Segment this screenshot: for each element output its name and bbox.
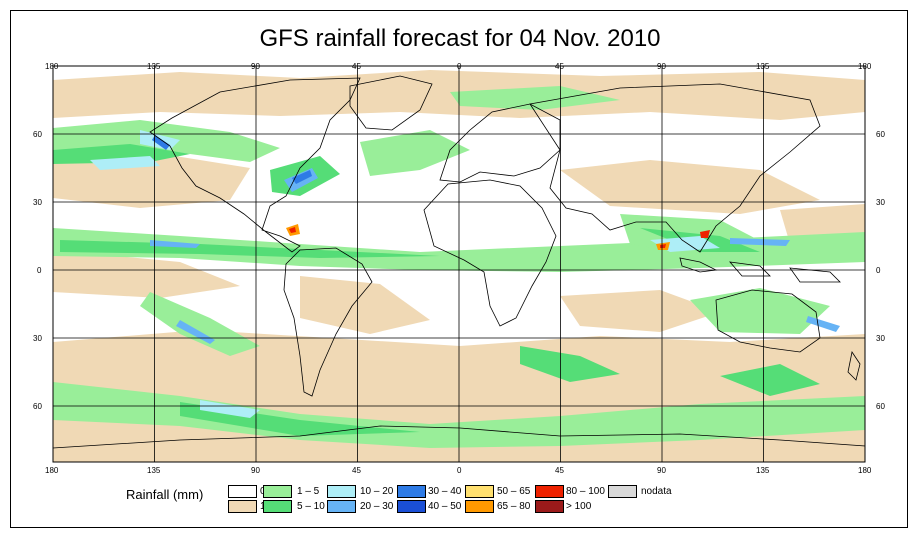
legend-swatch-1 bbox=[228, 500, 257, 513]
legend-label-12: nodata bbox=[641, 486, 672, 497]
lon-tick-bottom: 45 bbox=[352, 466, 361, 475]
legend-label-10: 80 – 100 bbox=[566, 486, 605, 497]
legend-label-6: 30 – 40 bbox=[428, 486, 462, 497]
lat-tick-left: 60 bbox=[33, 402, 42, 411]
legend-swatch-10 bbox=[535, 485, 564, 498]
lon-tick-bottom: 135 bbox=[147, 466, 161, 475]
lat-tick-right: 60 bbox=[876, 130, 885, 139]
lon-tick-top: 180 bbox=[45, 62, 59, 71]
legend-swatch-6 bbox=[397, 485, 426, 498]
lon-tick-bottom: 90 bbox=[251, 466, 260, 475]
figure-frame bbox=[10, 10, 908, 528]
legend-label-8: 50 – 65 bbox=[497, 486, 531, 497]
lat-tick-right: 30 bbox=[876, 198, 885, 207]
lon-tick-top: 90 bbox=[251, 62, 260, 71]
page-title: GFS rainfall forecast for 04 Nov. 2010 bbox=[259, 25, 661, 52]
legend-swatch-9 bbox=[465, 500, 494, 513]
lon-tick-top: 45 bbox=[555, 62, 564, 71]
legend-swatch-3 bbox=[263, 500, 292, 513]
lon-tick-top: 45 bbox=[352, 62, 361, 71]
legend-swatch-8 bbox=[465, 485, 494, 498]
lon-tick-top: 135 bbox=[147, 62, 161, 71]
lat-tick-right: 30 bbox=[876, 334, 885, 343]
lon-tick-top: 90 bbox=[657, 62, 666, 71]
legend-label-9: 65 – 80 bbox=[497, 501, 531, 512]
lon-tick-bottom: 180 bbox=[858, 466, 872, 475]
lat-tick-left: 30 bbox=[33, 334, 42, 343]
legend-swatch-2 bbox=[263, 485, 292, 498]
lon-tick-bottom: 90 bbox=[657, 466, 666, 475]
legend-label-7: 40 – 50 bbox=[428, 501, 462, 512]
legend-swatch-5 bbox=[327, 500, 356, 513]
lon-tick-bottom: 45 bbox=[555, 466, 564, 475]
legend-swatch-11 bbox=[535, 500, 564, 513]
legend-label-0: 0 bbox=[260, 486, 266, 497]
lon-tick-top: 135 bbox=[756, 62, 770, 71]
lon-tick-top: 0 bbox=[457, 62, 462, 71]
lat-tick-left: 30 bbox=[33, 198, 42, 207]
lon-tick-bottom: 135 bbox=[756, 466, 770, 475]
lat-tick-right: 60 bbox=[876, 402, 885, 411]
legend-label-2: 1 – 5 bbox=[297, 486, 320, 497]
graticule bbox=[53, 66, 865, 462]
legend-label-1: 1 bbox=[260, 501, 266, 512]
lat-tick-right: 0 bbox=[876, 266, 881, 275]
legend-label-3: 5 – 10 bbox=[297, 501, 325, 512]
lat-tick-left: 60 bbox=[33, 130, 42, 139]
legend-swatch-0 bbox=[228, 485, 257, 498]
legend-label-4: 10 – 20 bbox=[360, 486, 394, 497]
lat-tick-left: 0 bbox=[37, 266, 42, 275]
legend-swatch-12 bbox=[608, 485, 637, 498]
lon-tick-bottom: 0 bbox=[457, 466, 462, 475]
lon-tick-top: 180 bbox=[858, 62, 872, 71]
lon-tick-bottom: 180 bbox=[45, 466, 59, 475]
map-border bbox=[52, 65, 866, 463]
legend-swatch-7 bbox=[397, 500, 426, 513]
legend-title: Rainfall (mm) bbox=[126, 487, 204, 502]
legend-label-5: 20 – 30 bbox=[360, 501, 394, 512]
legend-label-11: > 100 bbox=[566, 501, 592, 512]
legend-swatch-4 bbox=[327, 485, 356, 498]
